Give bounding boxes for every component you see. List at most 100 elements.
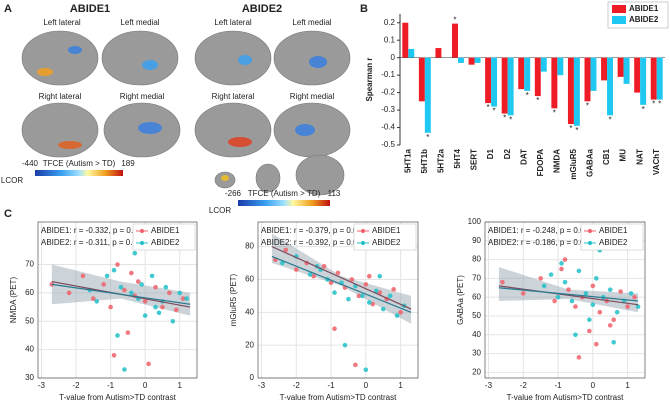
x-tick-label: 1 [398,381,403,390]
x-tick-label: 0 [143,381,148,390]
fit-line [271,255,412,313]
y-tick-label: -0.2 [381,88,395,97]
plot-frame [484,221,646,379]
point [311,273,316,279]
legend-swatch [612,5,626,13]
point [280,260,285,266]
y-tick-label: 50 [472,311,481,320]
point [111,353,117,358]
bar [524,57,531,91]
significance-marker: * [642,105,645,114]
y-tick-label: 50 [25,316,34,325]
point [184,296,189,301]
legend-label: ABIDE1 [151,226,180,235]
point [377,290,383,295]
y-tick-label: 30 [25,373,34,382]
point [500,279,505,285]
view-label: Left medial [120,18,159,27]
view-label: Right lateral [212,92,255,101]
bar [590,57,597,91]
x-tick-label: GABAa [586,148,595,177]
point [370,301,376,307]
point [149,273,155,279]
point [156,310,162,316]
colorbar-min: -440 [22,159,39,168]
bar [584,57,591,102]
legend-box [132,223,196,251]
bar [534,57,541,97]
y-tick-label: 60 [472,292,481,301]
y-tick-label: 80 [245,242,254,251]
point [360,293,365,299]
x-tick-label: -1 [327,381,335,390]
point [391,287,396,292]
fit-line [271,246,412,310]
y-tick-label: 90 [472,236,481,245]
bar [485,57,492,104]
point [394,313,400,318]
panel-label: C [4,208,12,220]
bar [491,57,498,107]
x-tick-label: D2 [503,148,512,159]
x-tick-label: 0 [364,381,369,390]
x-tick-label: DAT [519,149,528,165]
y-axis-label: mGluR5 (PET) [229,273,238,326]
plot-frame [257,221,419,379]
legend-label: ABIDE1 [372,226,401,235]
x-tick-label: VAChT [652,149,661,175]
point [573,304,578,309]
x-axis-label: T-value from Autism>TD contrast [280,393,397,402]
significance-marker: * [426,133,429,142]
x-tick-label: SERT [470,149,479,170]
point [332,326,337,332]
point [332,290,337,295]
y-tick-label: 0.2 [384,18,396,27]
x-axis-label: T-value from Autism>TD contrast [507,393,624,402]
point [573,332,578,338]
point [576,268,582,274]
point [367,273,372,279]
plot-frame [37,221,198,379]
significance-marker: * [608,115,611,124]
bar [408,48,415,58]
y-axis-label: GABAa (PET) [456,275,465,325]
fit-line [498,285,639,306]
point [146,361,151,367]
point [321,264,327,269]
x-tick-label: mGluR5 [569,148,578,179]
point [180,296,186,301]
point [541,283,547,289]
legend-marker [588,229,592,233]
brain-views: Left lateral Left medial Right lateral R… [1,18,351,215]
significance-marker: * [553,108,556,117]
bar [650,57,657,100]
y-tick-label: -0.4 [381,123,395,132]
y-tick-label: -0.3 [381,105,395,114]
x-tick-label: MU [619,149,628,162]
bar [424,57,431,133]
significance-marker: * [586,101,589,110]
point [625,304,630,309]
bar [452,23,458,58]
point [153,284,158,290]
point [562,279,568,285]
significance-marker: * [493,107,496,116]
point [520,291,526,296]
y-tick-label: 70 [472,273,481,282]
point [349,277,355,282]
point [611,317,616,323]
x-tick-label: 0 [591,381,596,390]
y-tick-label: -0.5 [381,140,395,149]
legend-label: ABIDE2 [599,238,628,247]
y-tick-label: 70 [25,260,34,269]
point [173,307,179,313]
y-axis-label: NMDA (PET) [9,277,18,324]
significance-marker: * [536,96,539,105]
view-label: Right medial [120,92,165,101]
group-title: ABIDE1 [70,3,110,15]
colorbar-name: LCOR [209,206,231,215]
point [142,299,148,304]
point [129,270,134,276]
x-tick-label: -2 [520,381,528,390]
